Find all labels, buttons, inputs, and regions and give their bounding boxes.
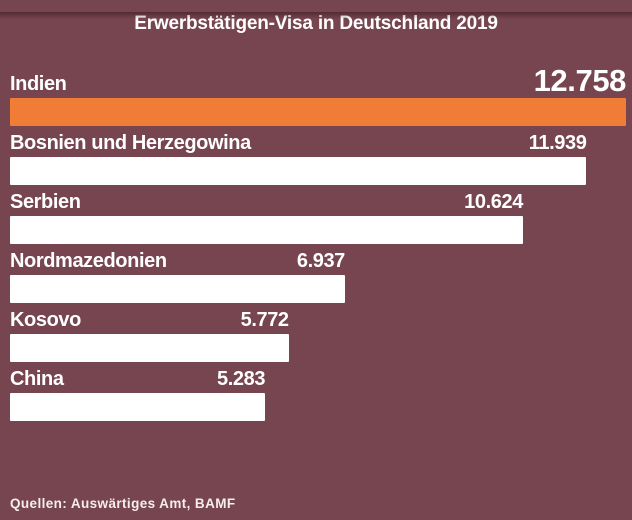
row-labels: Serbien 10.624 [10,192,523,212]
bar [10,216,523,244]
country-label: Serbien [10,191,81,213]
value-label: 5.772 [240,309,289,331]
value-label: 5.283 [217,368,266,390]
country-label: Bosnien und Herzegowina [10,132,251,154]
chart-row: Bosnien und Herzegowina 11.939 [10,133,626,185]
country-label: Kosovo [10,309,81,331]
row-labels: China 5.283 [10,369,265,389]
chart-row: Kosovo 5.772 [10,310,626,362]
chart-row: Serbien 10.624 [10,192,626,244]
chart-title: Erwerbstätigen-Visa in Deutschland 2019 [134,13,498,34]
row-labels: Indien 12.758 [10,65,626,96]
value-label: 11.939 [528,132,587,154]
value-label: 6.937 [296,250,345,272]
bar-chart: Indien 12.758 Bosnien und Herzegowina 11… [10,65,626,421]
top-edge-shadow [0,12,632,19]
bar [10,393,266,421]
row-labels: Bosnien und Herzegowina 11.939 [10,132,587,154]
bar [10,157,587,185]
country-label: Indien [10,73,67,95]
country-label: Nordmazedonien [10,250,167,272]
chart-row: Indien 12.758 [10,65,626,126]
chart-row: Nordmazedonien 6.937 [10,251,626,303]
value-label: 12.758 [533,63,627,98]
source-note: Quellen: Auswärtiges Amt, BAMF [10,496,236,511]
row-labels: Kosovo 5.772 [10,310,289,330]
bar [10,98,626,126]
bar [10,334,289,362]
bar [10,275,345,303]
row-labels: Nordmazedonien 6.937 [10,251,345,271]
chart-row: China 5.283 [10,369,626,421]
country-label: China [10,368,64,390]
value-label: 10.624 [464,191,523,213]
